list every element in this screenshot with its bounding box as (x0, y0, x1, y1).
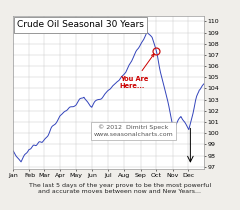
Text: You Are
Here...: You Are Here... (120, 54, 154, 89)
Text: © 2012  Dimitri Speck
www.seasonalcharts.com: © 2012 Dimitri Speck www.seasonalcharts.… (94, 124, 173, 137)
Text: Crude Oil Seasonal 30 Years: Crude Oil Seasonal 30 Years (17, 20, 144, 29)
Text: The last 5 days of the year prove to be the most powerful
and accurate moves bet: The last 5 days of the year prove to be … (29, 183, 211, 194)
